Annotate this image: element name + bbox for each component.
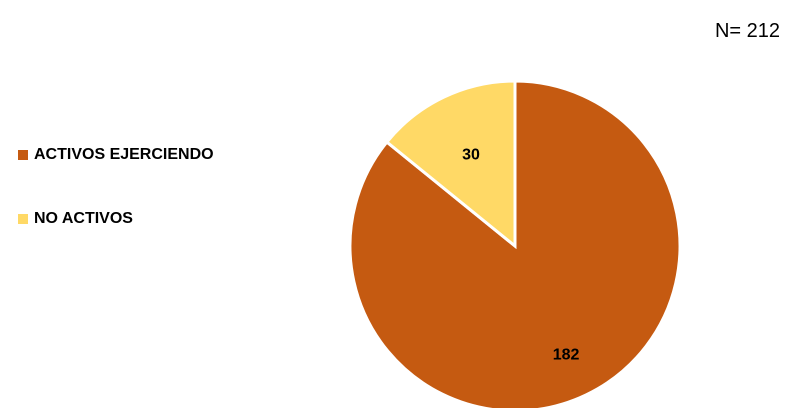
sample-size-label: N= 212 <box>714 20 780 42</box>
legend-swatch-activos-ejerciendo <box>18 150 28 160</box>
legend-item-activos-ejerciendo: ACTIVOS EJERCIENDO <box>18 145 214 165</box>
chart-legend: ACTIVOS EJERCIENDO NO ACTIVOS <box>18 145 214 273</box>
data-label-activos-ejerciendo: 182 <box>553 346 580 363</box>
data-label-no-activos: 30 <box>462 147 480 164</box>
legend-swatch-no-activos <box>18 214 28 224</box>
pie-slice-activos-ejerciendo <box>348 79 682 408</box>
legend-label-activos-ejerciendo: ACTIVOS EJERCIENDO <box>34 146 214 163</box>
legend-label-no-activos: NO ACTIVOS <box>34 210 133 227</box>
legend-item-no-activos: NO ACTIVOS <box>18 209 214 229</box>
pie-slice-no-activos <box>384 79 517 250</box>
